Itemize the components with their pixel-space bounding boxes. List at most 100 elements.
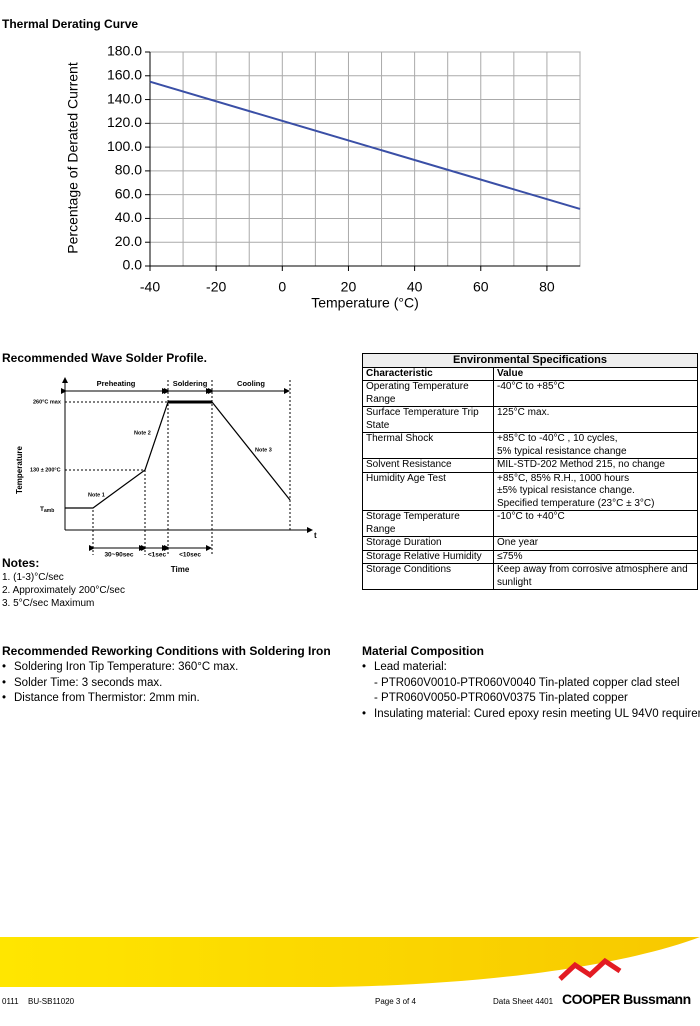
y-tick-label: 180.0: [107, 43, 142, 59]
table-row: Humidity Age Test +85°C, 85% R.H., 1000 h…: [362, 471, 698, 511]
chart-title: Thermal Derating Curve: [2, 17, 139, 31]
section-title: Recommended Wave Solder Profile.: [2, 351, 207, 365]
phase-label: Cooling: [237, 379, 265, 388]
x-tick-label: 20: [341, 279, 357, 295]
table-row: Storage Duration One year: [362, 536, 698, 551]
duration: <10sec: [179, 552, 201, 559]
y-tick-label: 100.0: [107, 138, 142, 154]
note: 1. (1-3)°C/sec: [2, 572, 64, 583]
temp-label: 130 ± 200°C: [30, 467, 61, 473]
table-cell: 125°C max.: [493, 406, 698, 433]
cell-line: -10°C to +40°C: [497, 511, 565, 522]
table-cell: Humidity Age Test: [362, 471, 494, 511]
temp-label: 260°C max: [33, 399, 62, 405]
solder-diagram: Preheating Soldering Cooling 260°C max 1…: [15, 377, 317, 574]
table-cell: Storage Temperature Range: [362, 510, 494, 537]
table-cell: Solvent Resistance: [362, 458, 494, 473]
table-cell: MIL-STD-202 Method 215, no change: [493, 458, 698, 473]
table-header: Value: [493, 366, 698, 381]
table-cell: +85°C to -40°C , 10 cycles, 5% typical re…: [493, 432, 698, 459]
list: Soldering Iron Tip Temperature: 360°C ma…: [2, 660, 238, 707]
cell-line: +85°C, 85% R.H., 1000 hours: [497, 472, 630, 484]
profile-curve: [65, 401, 291, 509]
cell-line: ≤75%: [497, 550, 523, 562]
table-cell: Storage Relative Humidity: [362, 549, 494, 564]
x-tick-label: -20: [206, 279, 226, 295]
cell-line: -40°C to +85°C: [497, 381, 565, 392]
table-cell: Keep away from corrosive atmosphere and …: [493, 563, 698, 590]
cell-line: One year: [497, 537, 539, 548]
footer-text: Data Sheet 4401: [493, 997, 554, 1006]
cell-line: 125°C max.: [497, 407, 550, 418]
list-item: Solder Time: 3 seconds max.: [2, 676, 238, 692]
footer-text: 0111: [2, 997, 19, 1006]
y-tick-label: 20.0: [115, 233, 142, 249]
cell-line: 5% typical resistance change: [497, 445, 627, 457]
footer-text: BU-SB11020: [28, 997, 75, 1006]
table-row: Thermal Shock +85°C to -40°C , 10 cycles,…: [362, 432, 698, 459]
note-label: Note 1: [88, 492, 105, 498]
table-title: Environmental Specifications: [362, 353, 698, 368]
y-tick-label: 80.0: [115, 162, 142, 178]
y-axis-label: Temperature: [15, 446, 24, 494]
note: 2. Approximately 200°C/sec: [2, 585, 125, 596]
logo: COOPER Bussmann: [562, 991, 691, 1007]
cell-line: Keep away from corrosive atmosphere and …: [497, 564, 688, 588]
table-cell: Surface Temperature Trip State: [362, 406, 494, 433]
y-axis-label: Percentage of Derated Current: [65, 62, 81, 254]
sub-item: - PTR060V0010-PTR060V0040 Tin-plated cop…: [374, 676, 680, 689]
t-label: t: [314, 531, 317, 540]
list-item: Soldering Iron Tip Temperature: 360°C ma…: [2, 660, 238, 676]
cell-line: Specified temperature (23°C ± 3°C): [497, 497, 655, 509]
table-row: Operating Temperature Range -40°C to +85°…: [362, 380, 698, 407]
table-cell: One year: [493, 536, 698, 551]
table-cell: ≤75%: [493, 549, 698, 564]
cell-line: ±5% typical resistance change.: [497, 485, 635, 496]
table-cell: -10°C to +40°C: [493, 510, 698, 537]
table-row: Solvent Resistance MIL-STD-202 Method 215…: [362, 458, 698, 473]
data-line: [149, 80, 581, 210]
duration: 30~90sec: [104, 552, 133, 559]
phase-label: Soldering: [173, 379, 208, 388]
list-item: Insulating material: Cured epoxy resin m…: [362, 707, 700, 723]
plot-area: [149, 51, 581, 267]
list: Lead material:- PTR060V0010-PTR060V0040 …: [362, 660, 700, 723]
table-row: Surface Temperature Trip State 125°C max.: [362, 406, 698, 433]
table-header: Characteristic: [362, 366, 494, 381]
table-cell: Thermal Shock: [362, 432, 494, 459]
note-label: Note 3: [255, 447, 272, 453]
list-item: Lead material:: [362, 660, 700, 676]
cell-line: MIL-STD-202 Method 215, no change: [497, 459, 665, 470]
table-cell: -40°C to +85°C: [493, 380, 698, 407]
table-row: Storage Temperature Range -10°C to +40°C: [362, 510, 698, 537]
table-row: Storage Conditions Keep away from corrosi…: [362, 563, 698, 590]
section-title: Material Composition: [362, 644, 485, 658]
x-tick-label: 80: [539, 279, 555, 295]
x-tick-label: 0: [278, 279, 286, 295]
table-cell: Storage Duration: [362, 536, 494, 551]
y-tick-label: 160.0: [107, 66, 142, 82]
y-tick-label: 40.0: [115, 209, 142, 225]
sub-item: - PTR060V0050-PTR060V0375 Tin-plated cop…: [374, 692, 628, 704]
t-amb: Tamb: [40, 506, 54, 515]
x-tick-label: 60: [473, 279, 489, 295]
table-cell: Storage Conditions: [362, 563, 494, 590]
list-item: Distance from Thermistor: 2mm min.: [2, 691, 238, 707]
x-axis-label: Temperature (°C): [311, 295, 419, 311]
phase-label: Preheating: [97, 379, 136, 388]
y-tick-label: 0.0: [123, 257, 143, 273]
chart: Temperature (°C) Percentage of Derated C…: [65, 43, 581, 311]
footer-band: [0, 937, 700, 997]
footer-text: Page 3 of 4: [375, 997, 416, 1006]
table-cell: +85°C, 85% R.H., 1000 hours ±5% typical r…: [493, 471, 698, 511]
env-table: Environmental Specifications Characteris…: [362, 353, 698, 590]
x-tick-label: -40: [140, 279, 160, 295]
section-title: Recommended Reworking Conditions with So…: [2, 644, 331, 658]
x-axis-label: Time: [171, 565, 190, 574]
guides: [65, 380, 291, 555]
y-tick-label: 140.0: [107, 90, 142, 106]
note-label: Note 2: [134, 430, 151, 436]
phase-arrows: [61, 388, 290, 551]
duration: <1sec: [148, 552, 167, 559]
